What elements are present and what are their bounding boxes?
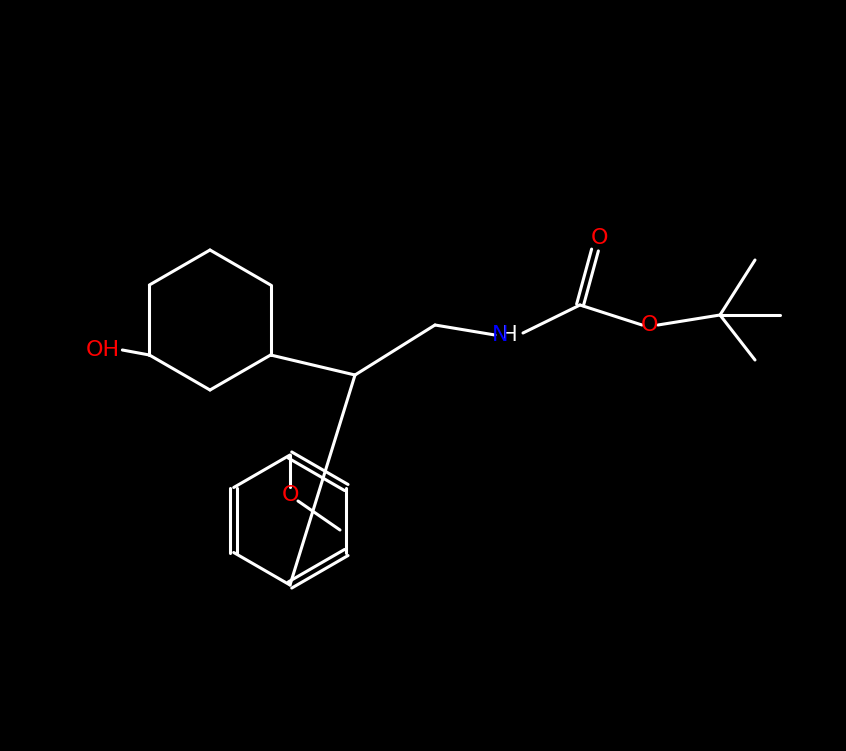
Text: O: O	[281, 485, 299, 505]
Text: N: N	[492, 325, 508, 345]
Text: H: H	[503, 325, 518, 345]
Text: OH: OH	[85, 340, 119, 360]
Text: O: O	[641, 315, 659, 335]
Text: O: O	[591, 228, 609, 248]
